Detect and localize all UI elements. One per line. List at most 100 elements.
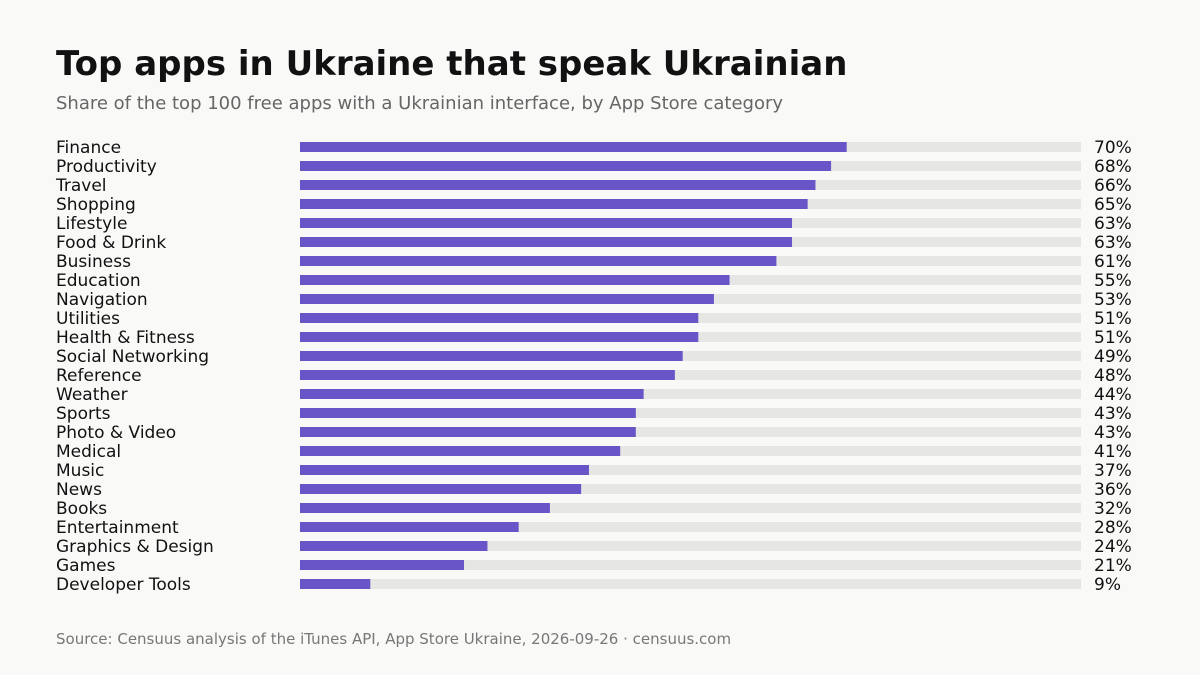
bar-row: Shopping 65% [56, 195, 1132, 215]
bar-track [300, 389, 1081, 399]
bar-row: Entertainment 28% [56, 518, 1132, 538]
bar [300, 180, 816, 190]
category-label: Finance [56, 138, 121, 158]
value-label: 28% [1094, 518, 1132, 538]
bar-track [300, 427, 1081, 437]
category-label: Games [56, 556, 116, 576]
value-label: 9% [1094, 575, 1121, 595]
bar [300, 351, 683, 361]
bar-row: Sports 43% [56, 404, 1132, 424]
bar [300, 408, 636, 418]
category-label: Books [56, 499, 107, 519]
category-label: Graphics & Design [56, 537, 214, 557]
bar [300, 503, 550, 513]
bar-row: Productivity 68% [56, 157, 1132, 177]
bar-track [300, 465, 1081, 475]
bar-row: Health & Fitness 51% [56, 328, 1132, 348]
bar [300, 427, 636, 437]
value-label: 36% [1094, 480, 1132, 500]
bar-track [300, 579, 1081, 589]
chart-subtitle: Share of the top 100 free apps with a Uk… [56, 93, 784, 114]
bar-track [300, 541, 1081, 551]
value-label: 61% [1094, 252, 1132, 272]
bar [300, 484, 582, 494]
bar [300, 332, 699, 342]
value-label: 32% [1094, 499, 1132, 519]
bar [300, 256, 777, 266]
bar-row: Business 61% [56, 252, 1132, 272]
bar-row: Finance 70% [56, 138, 1132, 158]
value-label: 51% [1094, 309, 1132, 329]
category-label: Shopping [56, 195, 136, 215]
value-label: 65% [1094, 195, 1132, 215]
value-label: 37% [1094, 461, 1132, 481]
category-label: Sports [56, 404, 111, 424]
category-label: Business [56, 252, 131, 272]
source-note: Source: Censuus analysis of the iTunes A… [56, 630, 732, 648]
value-label: 44% [1094, 385, 1132, 405]
category-label: Navigation [56, 290, 148, 310]
category-label: Lifestyle [56, 214, 127, 234]
bar [300, 199, 808, 209]
bar-row: Lifestyle 63% [56, 214, 1132, 234]
value-label: 21% [1094, 556, 1132, 576]
value-label: 55% [1094, 271, 1132, 291]
value-label: 53% [1094, 290, 1132, 310]
value-label: 41% [1094, 442, 1132, 462]
category-label: Food & Drink [56, 233, 166, 253]
bar-row: Social Networking 49% [56, 347, 1132, 367]
category-label: News [56, 480, 102, 500]
value-label: 66% [1094, 176, 1132, 196]
bar-track [300, 446, 1081, 456]
bar [300, 294, 714, 304]
bar-row: Books 32% [56, 499, 1132, 519]
bar-track [300, 484, 1081, 494]
category-label: Medical [56, 442, 121, 462]
value-label: 49% [1094, 347, 1132, 367]
bar [300, 446, 621, 456]
category-label: Productivity [56, 157, 157, 177]
bar-row: Music 37% [56, 461, 1132, 481]
category-label: Photo & Video [56, 423, 176, 443]
bar [300, 370, 675, 380]
category-label: Entertainment [56, 518, 179, 538]
bar-row: Photo & Video 43% [56, 423, 1132, 443]
bar-row: Food & Drink 63% [56, 233, 1132, 253]
category-label: Health & Fitness [56, 328, 195, 348]
chart-title: Top apps in Ukraine that speak Ukrainian [56, 44, 848, 84]
bar [300, 313, 699, 323]
category-label: Weather [56, 385, 128, 405]
value-label: 51% [1094, 328, 1132, 348]
bar-track [300, 503, 1081, 513]
value-label: 48% [1094, 366, 1132, 386]
value-label: 43% [1094, 423, 1132, 443]
bar [300, 142, 847, 152]
bar-rows: Finance 70%Productivity 68%Travel 66%Shoppi… [55, 138, 1132, 595]
bar [300, 560, 465, 570]
bar-track [300, 370, 1081, 380]
bar [300, 465, 589, 475]
value-label: 68% [1094, 157, 1132, 177]
bar-row: News 36% [56, 480, 1132, 500]
value-label: 63% [1094, 214, 1132, 234]
bar-row: Weather 44% [56, 385, 1132, 405]
bar-track [300, 522, 1081, 532]
bar [300, 389, 644, 399]
bar-row: Games 21% [56, 556, 1132, 576]
bar [300, 275, 730, 285]
bar [300, 579, 371, 589]
category-label: Music [56, 461, 104, 481]
bar-track [300, 408, 1081, 418]
category-label: Travel [55, 176, 107, 196]
bar-track [300, 560, 1081, 570]
bar [300, 218, 793, 228]
bar-row: Utilities 51% [56, 309, 1132, 329]
bar-row: Developer Tools 9% [56, 575, 1121, 595]
value-label: 70% [1094, 138, 1132, 158]
bar [300, 237, 793, 247]
value-label: 43% [1094, 404, 1132, 424]
bar-track [300, 351, 1081, 361]
category-label: Reference [56, 366, 142, 386]
category-label: Social Networking [56, 347, 209, 367]
